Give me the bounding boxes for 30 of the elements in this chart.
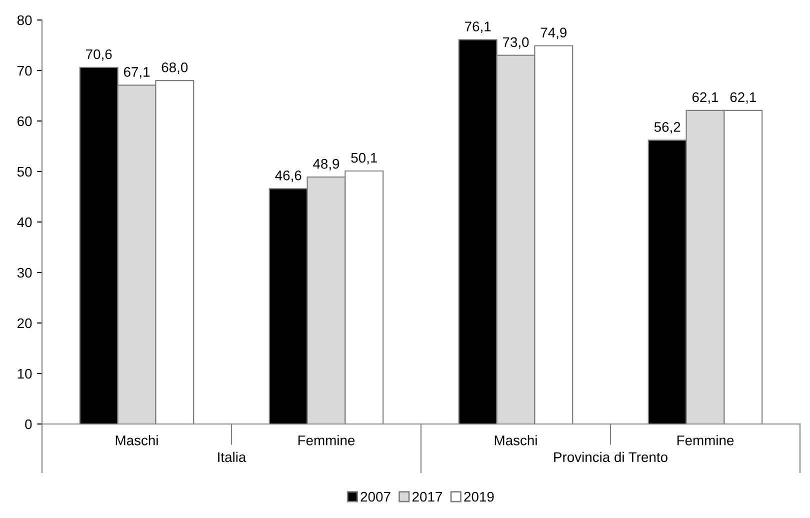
data-label: 67,1 (124, 67, 150, 78)
y-tick-label: 30 (17, 268, 32, 278)
data-label: 56,2 (654, 122, 680, 134)
legend-label: 2019 (464, 492, 494, 502)
data-label: 48,9 (313, 158, 340, 170)
data-label: 46,6 (275, 170, 302, 182)
data-label: 70,6 (86, 49, 112, 61)
x-tick-label: Femmine (677, 435, 734, 446)
data-label: 62,1 (730, 92, 756, 104)
y-tick-label: 0 (25, 419, 32, 430)
x-tick-label: Maschi (494, 435, 537, 446)
data-label: 76,1 (465, 22, 491, 34)
y-tick-label: 20 (18, 318, 32, 328)
x-tick-label: Femmine (298, 435, 355, 446)
data-label: 62,1 (692, 92, 718, 104)
data-label: 74,9 (540, 28, 567, 40)
data-label: 73,0 (502, 37, 529, 49)
y-tick-label: 60 (18, 116, 32, 126)
y-tick-label: 80 (17, 15, 32, 26)
y-tick-label: 40 (17, 217, 32, 228)
data-label: 68,0 (162, 62, 188, 74)
legend-label: 2017 (412, 492, 442, 502)
legend-label: 2007 (360, 492, 390, 502)
text: Italia (218, 452, 246, 462)
text: Provincia di Trento (554, 452, 668, 462)
x-tick-label: Maschi (116, 435, 158, 446)
y-tick-label: 10 (18, 368, 32, 379)
data-label: 50,1 (351, 152, 377, 164)
y-tick-label: 50 (17, 166, 32, 177)
y-tick-label: 70 (18, 66, 32, 76)
